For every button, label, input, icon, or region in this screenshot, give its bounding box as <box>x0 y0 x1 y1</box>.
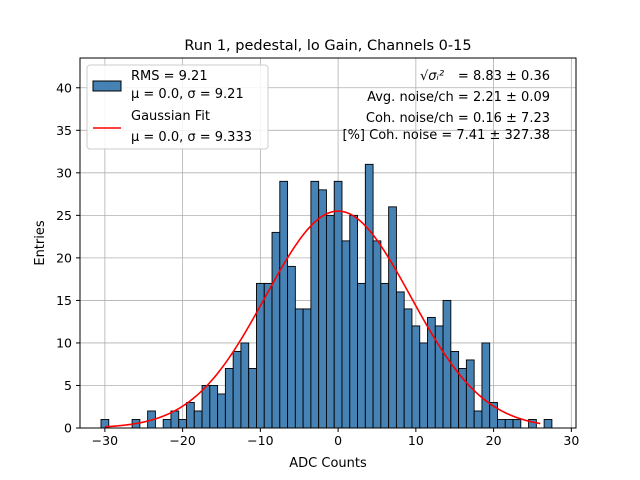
histogram-bars <box>100 163 553 429</box>
histogram-bar <box>287 265 296 429</box>
histogram-bar <box>162 419 172 429</box>
legend-histogram-stats: μ = 0.0, σ = 9.21 <box>131 87 244 102</box>
y-tick-label: 25 <box>56 208 72 223</box>
histogram-bar <box>325 214 335 429</box>
x-tick-label: 20 <box>486 433 502 448</box>
histogram-bar <box>465 359 475 429</box>
x-tick-label: −20 <box>169 433 195 448</box>
y-tick-label: 35 <box>56 123 72 138</box>
histogram-bar <box>217 393 226 429</box>
histogram-bar <box>512 419 522 429</box>
histogram-bar <box>497 419 506 429</box>
legend: RMS = 9.21 μ = 0.0, σ = 9.21 Gaussian Fi… <box>86 64 269 150</box>
histogram-bar <box>388 206 397 429</box>
x-axis-label: ADC Counts <box>289 456 367 471</box>
histogram-bar <box>302 308 312 429</box>
histogram-bar <box>310 180 320 429</box>
histogram-bar <box>411 325 421 429</box>
legend-box <box>86 64 269 150</box>
y-tick-label: 5 <box>64 378 72 393</box>
histogram-bar <box>279 180 289 429</box>
histogram-bar <box>403 308 413 429</box>
annotation-coh-noise: Coh. noise/ch = 0.16 ± 7.23 <box>366 111 550 126</box>
histogram-bar <box>419 342 428 429</box>
histogram-bar <box>333 180 343 429</box>
histogram-bar <box>209 385 219 429</box>
histogram-bar <box>341 240 351 429</box>
noise-annotations: √σᵢ² = 8.83 ± 0.36 Avg. noise/ch = 2.21 … <box>343 69 551 143</box>
histogram-bar <box>201 385 211 429</box>
annotation-avg-noise: Avg. noise/ch = 2.21 ± 0.09 <box>367 90 550 105</box>
histogram-bar <box>178 419 187 429</box>
chart-title: Run 1, pedestal, lo Gain, Channels 0-15 <box>184 38 471 54</box>
x-tick-label: −10 <box>247 433 273 448</box>
y-tick-label: 0 <box>64 421 72 436</box>
histogram-bar <box>442 299 452 429</box>
x-axis-ticks: −30 −20 −10 0 10 20 30 <box>92 428 579 448</box>
y-axis-label: Entries <box>33 220 48 266</box>
histogram-bar <box>372 240 382 429</box>
histogram-bar <box>481 342 491 429</box>
x-tick-label: −30 <box>92 433 118 448</box>
histogram-bar <box>232 350 242 429</box>
x-tick-label: 30 <box>563 433 579 448</box>
histogram-bar <box>450 350 460 429</box>
x-tick-label: 10 <box>408 433 424 448</box>
histogram-bar <box>271 231 281 429</box>
x-tick-label: 0 <box>334 433 342 448</box>
histogram-bar <box>395 291 405 429</box>
legend-fit-stats: μ = 0.0, σ = 9.333 <box>131 130 252 145</box>
y-axis-ticks: 0 5 10 15 20 25 30 35 40 <box>56 80 80 436</box>
histogram-bar <box>170 410 180 429</box>
y-tick-label: 10 <box>56 335 72 350</box>
histogram-bar <box>357 282 366 429</box>
y-tick-label: 40 <box>56 80 72 95</box>
histogram-bar <box>224 368 234 429</box>
histogram-bar <box>543 419 553 429</box>
y-tick-label: 20 <box>56 250 72 265</box>
gaussian-fit-curve <box>104 210 541 428</box>
histogram-bar <box>263 282 273 429</box>
histogram-bar <box>193 410 203 429</box>
y-tick-label: 15 <box>56 293 72 308</box>
plot-area-frame <box>79 57 577 429</box>
sigma-symbol: √σᵢ² <box>420 69 444 84</box>
histogram-bar <box>504 419 514 429</box>
histogram-bar <box>380 282 390 429</box>
histogram-bar <box>473 410 483 429</box>
histogram-bar <box>248 368 257 429</box>
y-tick-label: 30 <box>56 165 72 180</box>
legend-histogram-patch <box>92 80 122 92</box>
histogram-bar <box>364 163 374 429</box>
histogram-bar <box>318 189 327 429</box>
legend-histogram-label: RMS = 9.21 <box>131 69 208 84</box>
annotation-sqrt-sigma: = 8.83 ± 0.36 <box>458 69 550 84</box>
histogram-bar <box>186 402 195 429</box>
histogram-bar <box>294 308 304 429</box>
annotation-coh-noise-percent: [%] Coh. noise = 7.41 ± 327.38 <box>343 128 551 143</box>
histogram-bar <box>349 214 358 429</box>
legend-fit-label: Gaussian Fit <box>131 109 210 124</box>
histogram-bar <box>240 342 250 429</box>
